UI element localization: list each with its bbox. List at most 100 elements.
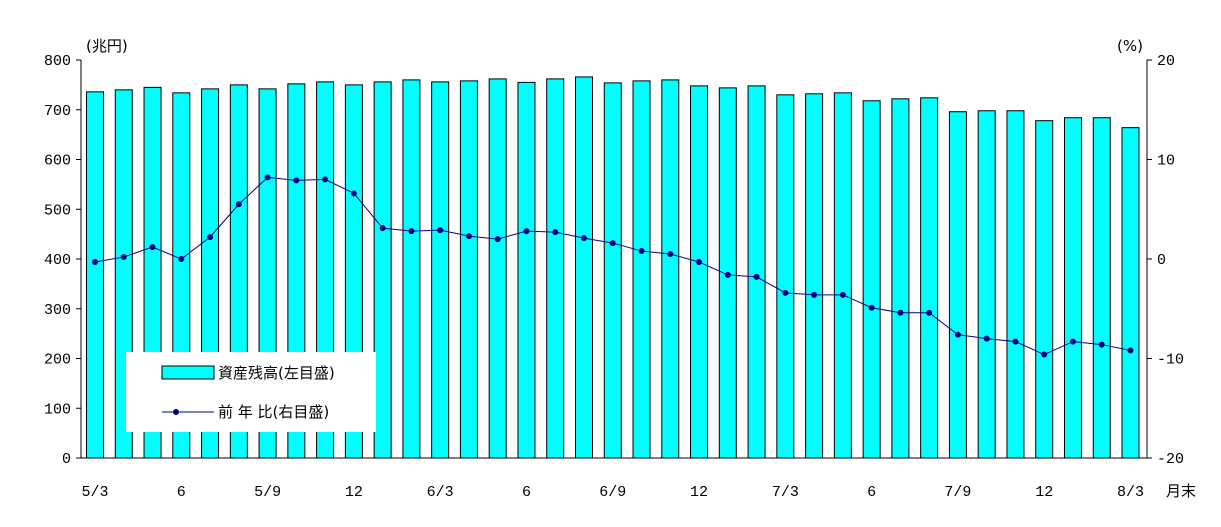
bar-12 (431, 81, 450, 459)
left-tick-label-1: 100 (44, 401, 71, 418)
yoy-point-13 (465, 233, 472, 240)
bar-10 (373, 81, 392, 459)
right-tick-label-1: -10 (1157, 352, 1184, 369)
yoy-point-26 (839, 291, 846, 298)
x-tick-label-2: 5/9 (254, 484, 281, 501)
yoy-point-2 (149, 244, 156, 251)
yoy-point-32 (1012, 338, 1019, 345)
left-tick-label-7: 700 (44, 103, 71, 120)
yoy-point-6 (264, 174, 271, 181)
x-unit-label: 月末 (1166, 482, 1196, 500)
bar-14 (488, 78, 507, 459)
yoy-point-3 (178, 256, 185, 262)
bar-13 (459, 80, 478, 459)
right-tick-label-4: 20 (1157, 53, 1175, 70)
ticks-layer: 0 100 200 300 400 500 600 700 800 -20 -10 0 10 20 5/3 6… (44, 53, 1184, 501)
bar-26 (833, 92, 852, 459)
bar-25 (805, 93, 824, 459)
x-tick-label-10: 7/9 (944, 484, 971, 501)
yoy-point-23 (753, 273, 760, 280)
bar-32 (1006, 110, 1025, 459)
left-tick-label-6: 600 (44, 153, 71, 170)
legend-box (126, 352, 376, 432)
bar-33 (1035, 120, 1054, 459)
yoy-point-21 (696, 258, 703, 265)
yoy-point-28 (897, 309, 904, 316)
x-tick-label-4: 6/3 (427, 484, 454, 501)
yoy-point-16 (552, 229, 559, 236)
x-tick-label-6: 6/9 (599, 484, 626, 501)
bar-17 (574, 76, 593, 459)
right-unit-label: (%) (1117, 37, 1143, 55)
yoy-point-18 (609, 240, 616, 247)
bar-11 (402, 79, 421, 459)
bar-28 (891, 98, 910, 459)
bar-29 (920, 97, 939, 459)
left-unit-label: (兆円) (86, 37, 128, 55)
bar-24 (776, 94, 795, 459)
x-tick-label-11: 12 (1035, 484, 1053, 501)
left-tick-label-0: 0 (62, 451, 71, 468)
yoy-point-4 (207, 234, 214, 241)
yoy-point-5 (235, 201, 242, 208)
yoy-point-22 (724, 271, 731, 278)
yoy-point-10 (379, 225, 386, 232)
yoy-point-9 (350, 190, 357, 197)
right-tick-label-2: 0 (1157, 252, 1166, 269)
yoy-point-15 (523, 228, 530, 235)
yoy-point-8 (322, 176, 329, 183)
bar-35 (1092, 117, 1111, 459)
yoy-point-11 (408, 228, 415, 235)
yoy-point-1 (120, 254, 127, 261)
x-tick-label-8: 7/3 (772, 484, 799, 501)
yoy-point-25 (811, 291, 818, 298)
yoy-point-19 (638, 248, 645, 255)
legend-bar-swatch (161, 365, 215, 380)
left-tick-label-2: 200 (44, 352, 71, 369)
yoy-point-31 (983, 335, 990, 342)
legend-line-label: 前 年 比(右目盛) (218, 403, 329, 421)
right-tick-label-0: -20 (1157, 451, 1184, 468)
left-tick-label-4: 400 (44, 252, 71, 269)
bar-34 (1063, 117, 1082, 459)
yoy-point-20 (667, 251, 674, 258)
left-tick-label-8: 800 (44, 53, 71, 70)
bar-16 (546, 78, 565, 459)
legend: 資産残高(左目盛) 前 年 比(右目盛) (126, 352, 376, 432)
yoy-point-36 (1127, 347, 1134, 354)
yoy-point-35 (1098, 341, 1105, 348)
bar-18 (603, 82, 622, 459)
yoy-point-33 (1041, 351, 1048, 358)
bar-21 (690, 85, 709, 459)
x-tick-label-0: 5/3 (81, 484, 108, 501)
yoy-point-0 (92, 258, 98, 265)
left-tick-label-5: 500 (44, 202, 71, 219)
bar-30 (948, 111, 967, 459)
x-tick-label-9: 6 (867, 484, 876, 501)
x-tick-label-5: 6 (522, 484, 531, 501)
bar-23 (747, 85, 766, 459)
bar-20 (661, 79, 680, 459)
yoy-point-12 (437, 227, 444, 234)
yoy-point-14 (494, 236, 501, 243)
bar-36 (1121, 127, 1140, 459)
bar-31 (977, 110, 996, 459)
yoy-point-24 (782, 289, 789, 296)
x-tick-label-7: 12 (690, 484, 708, 501)
left-tick-label-3: 300 (44, 302, 71, 319)
yoy-point-7 (293, 177, 300, 184)
line-layer (92, 174, 1134, 358)
right-tick-label-3: 10 (1157, 153, 1175, 170)
yoy-point-34 (1069, 338, 1076, 345)
legend-line-marker (173, 409, 179, 415)
x-tick-label-3: 12 (345, 484, 363, 501)
legend-bar-label: 資産残高(左目盛) (218, 364, 335, 382)
bar-19 (632, 80, 651, 459)
yoy-point-17 (580, 235, 587, 242)
bar-0 (86, 91, 104, 459)
bar-15 (517, 81, 536, 459)
yoy-point-30 (954, 331, 961, 338)
yoy-point-29 (926, 309, 933, 316)
yoy-point-27 (868, 304, 875, 311)
